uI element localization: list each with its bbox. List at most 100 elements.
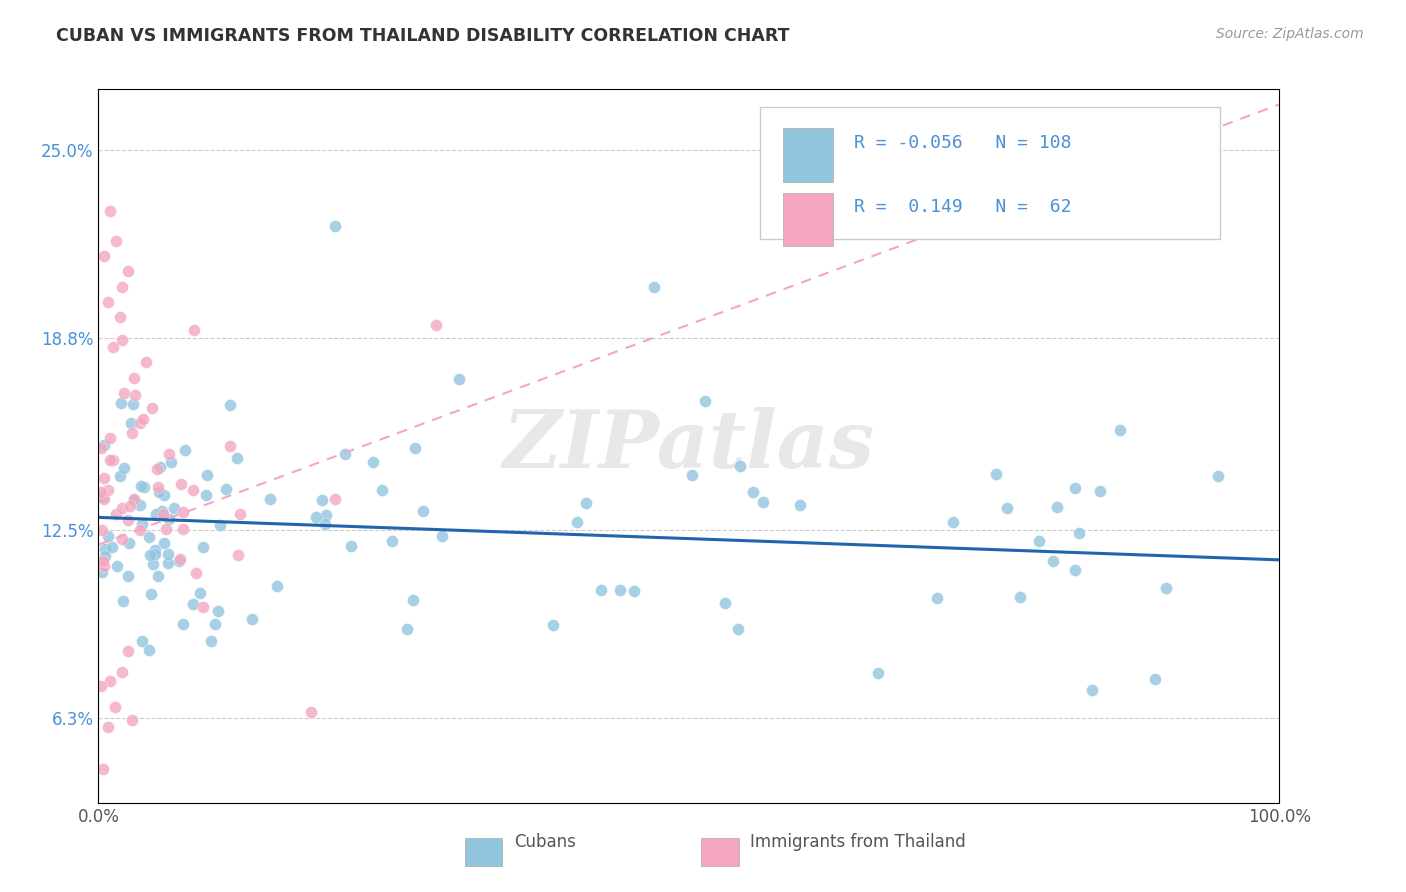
Point xyxy=(169,552,191,566)
Point xyxy=(219,438,242,452)
Point xyxy=(141,401,163,415)
Point xyxy=(98,203,121,218)
Point xyxy=(183,597,205,611)
Point xyxy=(193,599,215,614)
Point xyxy=(361,455,384,469)
Point xyxy=(162,500,184,515)
Point xyxy=(191,540,214,554)
Point xyxy=(195,467,218,482)
Point xyxy=(117,513,139,527)
Point xyxy=(91,566,114,580)
Point xyxy=(1208,469,1230,483)
Point xyxy=(148,485,170,500)
Point xyxy=(314,516,336,531)
Point xyxy=(131,479,153,493)
Point xyxy=(1064,481,1087,495)
Point xyxy=(117,643,139,657)
Point xyxy=(97,529,120,543)
Point xyxy=(110,396,132,410)
Point xyxy=(139,587,162,601)
Point xyxy=(1109,423,1132,437)
FancyBboxPatch shape xyxy=(783,128,832,182)
Point xyxy=(200,634,222,648)
Point xyxy=(112,593,135,607)
Point xyxy=(1028,534,1050,549)
Point xyxy=(727,622,749,636)
Point xyxy=(730,459,752,474)
Point xyxy=(111,334,134,348)
Point xyxy=(714,596,737,610)
Point xyxy=(142,558,165,572)
Point xyxy=(104,700,127,714)
Point xyxy=(94,542,117,557)
Point xyxy=(91,491,114,505)
Point xyxy=(145,547,167,561)
Point xyxy=(1046,500,1069,515)
Point xyxy=(172,505,194,519)
Point xyxy=(117,264,139,278)
Point xyxy=(207,604,229,618)
Point xyxy=(120,416,142,430)
Point xyxy=(143,543,166,558)
Point xyxy=(93,492,115,507)
Point xyxy=(132,479,155,493)
Point xyxy=(742,485,765,500)
Point xyxy=(98,431,121,445)
Point xyxy=(160,455,183,469)
Point xyxy=(152,508,174,522)
Point xyxy=(1088,483,1111,498)
Point xyxy=(1069,525,1091,540)
Point xyxy=(91,554,114,568)
Point xyxy=(117,569,139,583)
Point xyxy=(98,452,121,467)
Point xyxy=(91,762,114,776)
Point xyxy=(229,508,252,522)
Point xyxy=(105,234,128,248)
Point xyxy=(693,394,716,409)
Point xyxy=(128,498,150,512)
Point xyxy=(1156,581,1178,595)
Point xyxy=(101,540,124,554)
Point xyxy=(146,462,169,476)
FancyBboxPatch shape xyxy=(759,107,1220,239)
Point xyxy=(108,468,131,483)
Point xyxy=(97,720,120,734)
Point xyxy=(942,516,965,530)
Point xyxy=(138,531,160,545)
Point xyxy=(194,488,217,502)
Point xyxy=(425,318,447,332)
Point xyxy=(157,447,180,461)
Point xyxy=(574,496,596,510)
Text: R = -0.056   N = 108: R = -0.056 N = 108 xyxy=(855,134,1071,153)
Point xyxy=(93,471,115,485)
Point xyxy=(93,437,115,451)
Point xyxy=(97,483,120,497)
Point xyxy=(145,507,167,521)
FancyBboxPatch shape xyxy=(783,193,832,246)
Point xyxy=(93,559,115,574)
Point xyxy=(311,493,333,508)
Point xyxy=(112,385,135,400)
Point xyxy=(259,492,281,507)
Point xyxy=(105,508,128,522)
Point xyxy=(150,504,173,518)
Point xyxy=(1064,563,1087,577)
Point xyxy=(789,498,811,512)
Point xyxy=(623,583,645,598)
Point xyxy=(108,310,131,324)
Text: ZIPatlas: ZIPatlas xyxy=(503,408,875,484)
Point xyxy=(118,535,141,549)
Point xyxy=(122,492,145,507)
Point xyxy=(131,634,153,648)
Point xyxy=(240,612,263,626)
Point xyxy=(135,355,157,369)
Point xyxy=(155,522,177,536)
Point xyxy=(402,593,425,607)
FancyBboxPatch shape xyxy=(464,838,502,865)
Point xyxy=(167,554,190,568)
Point xyxy=(591,582,613,597)
Point xyxy=(121,713,143,727)
Point xyxy=(681,467,703,482)
Point xyxy=(995,500,1018,515)
Point xyxy=(323,492,346,507)
